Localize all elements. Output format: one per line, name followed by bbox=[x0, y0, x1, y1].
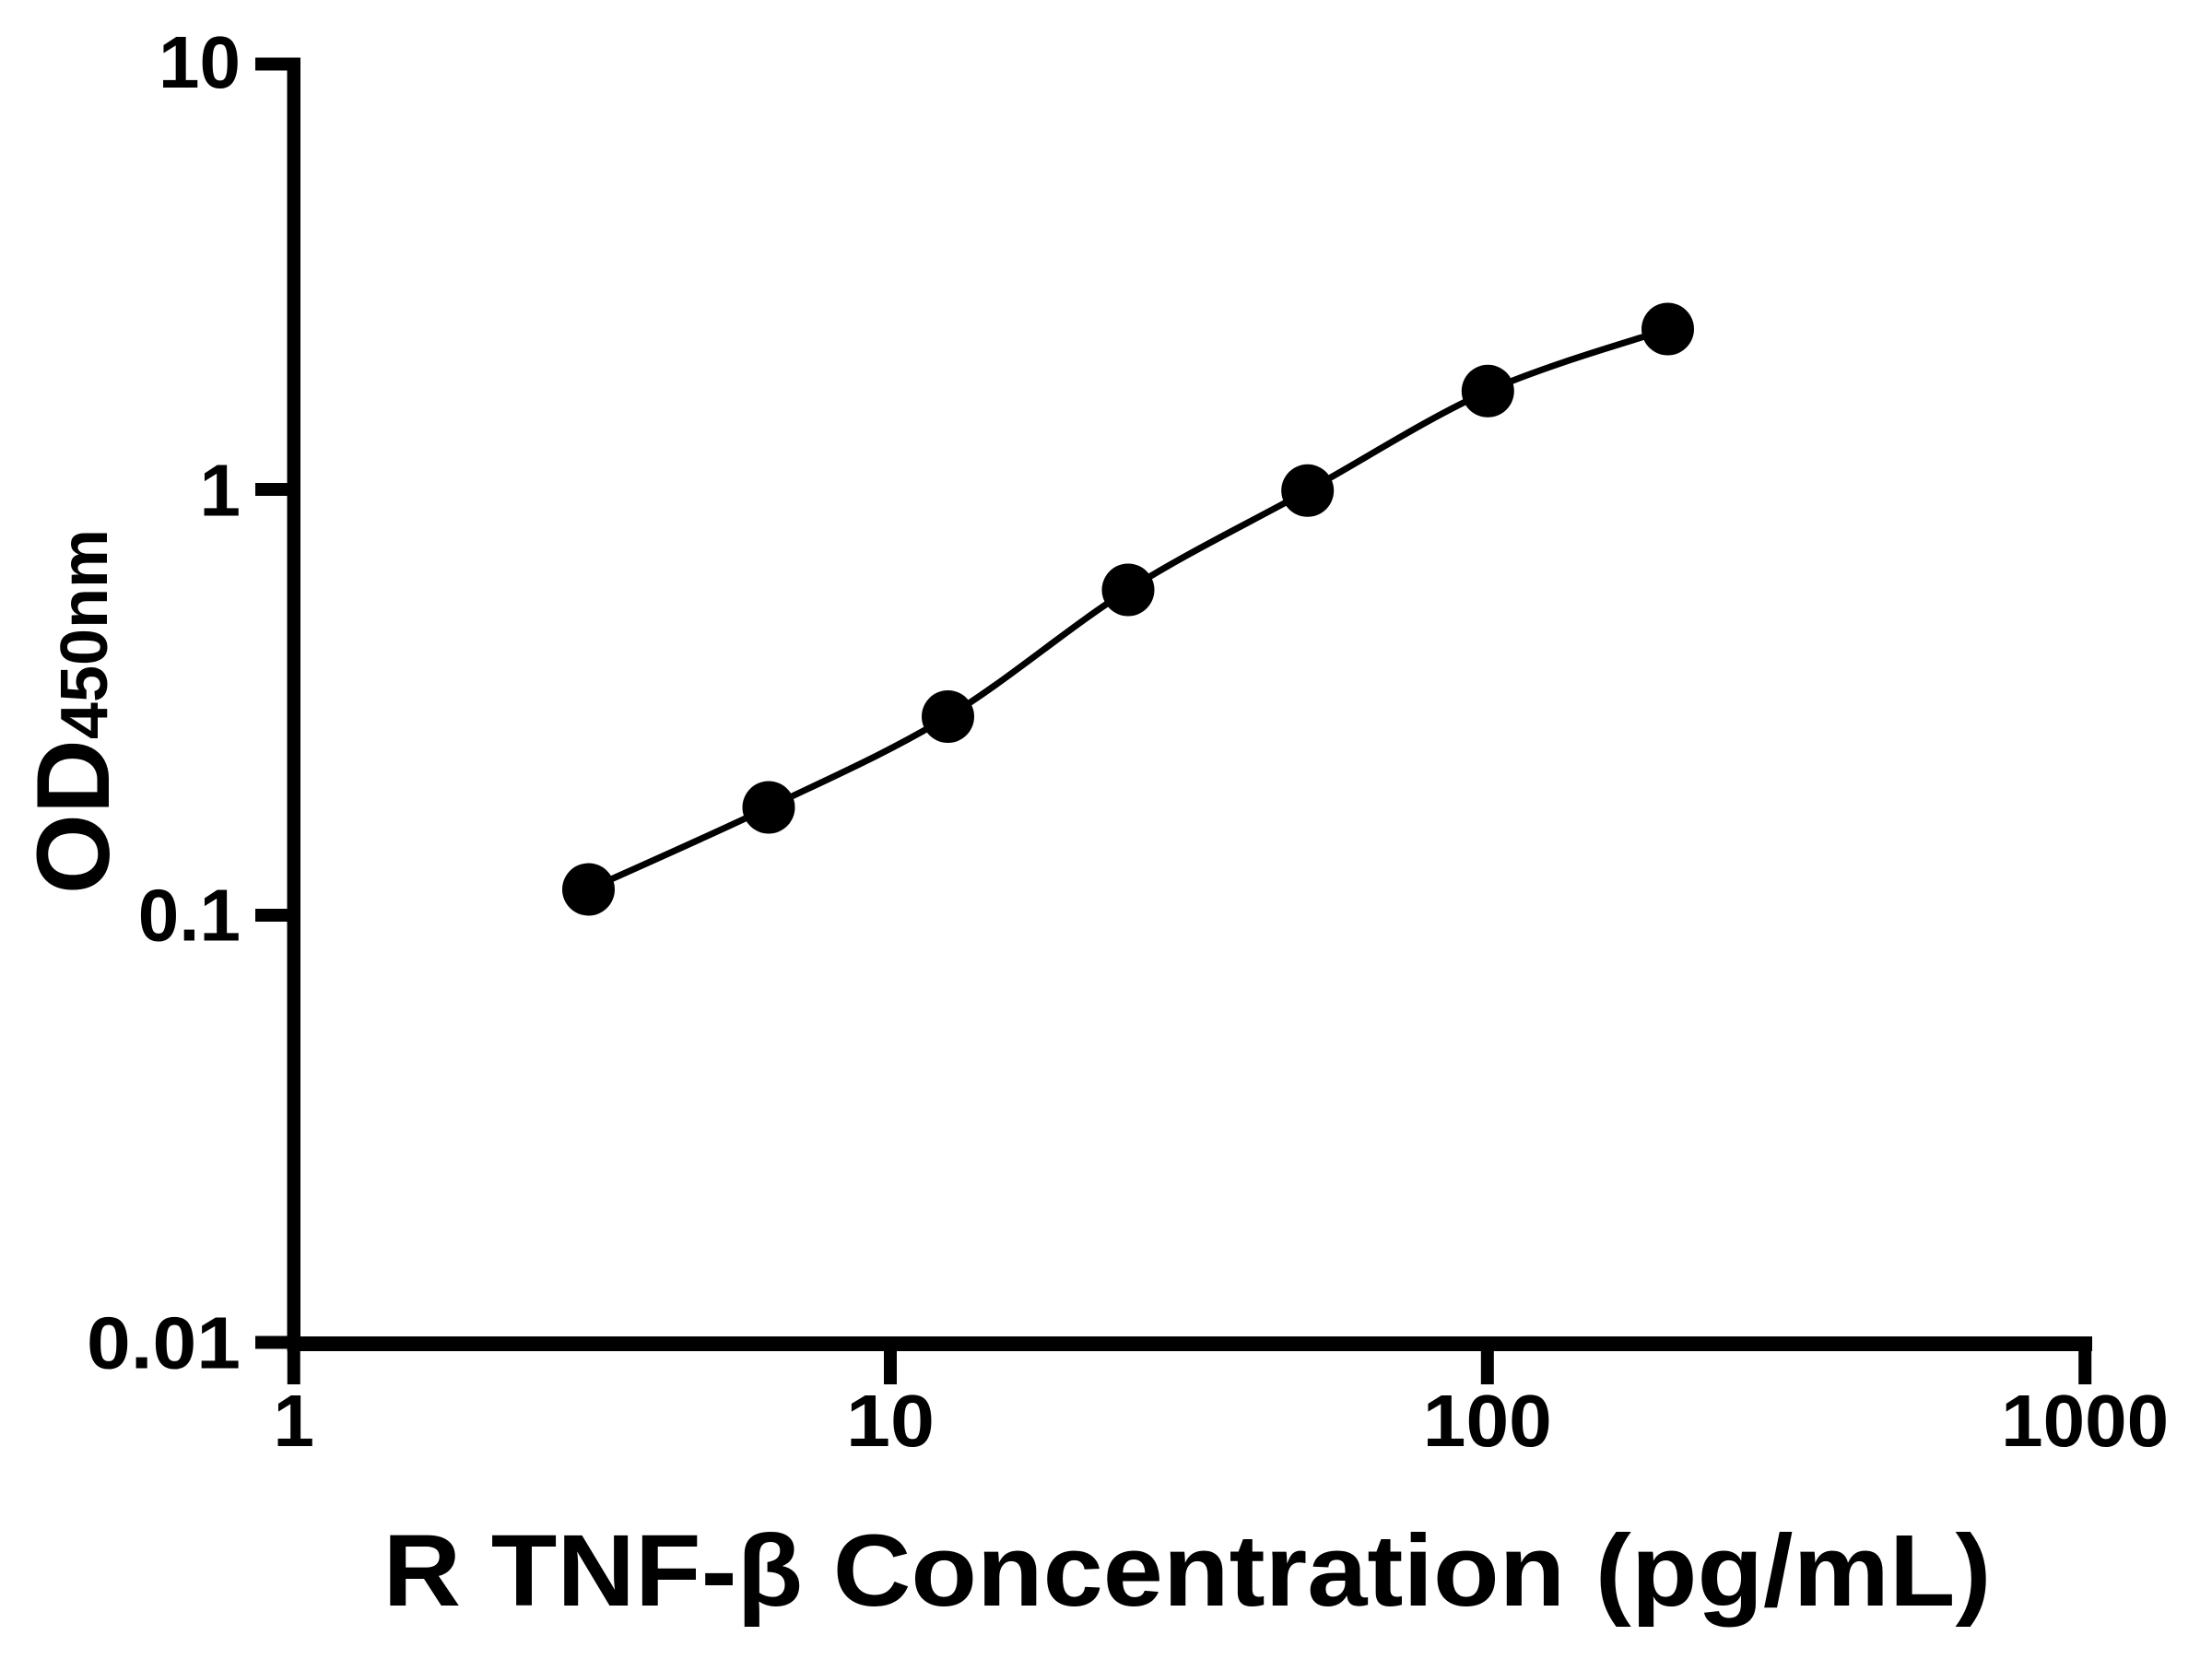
svg-text:1: 1 bbox=[274, 1380, 315, 1462]
svg-text:0.1: 0.1 bbox=[138, 875, 241, 957]
svg-text:10: 10 bbox=[159, 21, 241, 103]
svg-text:1000: 1000 bbox=[2001, 1380, 2169, 1462]
svg-text:100: 100 bbox=[1423, 1380, 1552, 1462]
svg-text:1: 1 bbox=[200, 450, 241, 532]
svg-text:10: 10 bbox=[846, 1380, 935, 1462]
svg-text:0.01: 0.01 bbox=[87, 1302, 241, 1384]
svg-text:R TNF-β Concentration (pg/mL): R TNF-β Concentration (pg/mL) bbox=[383, 1514, 1992, 1628]
